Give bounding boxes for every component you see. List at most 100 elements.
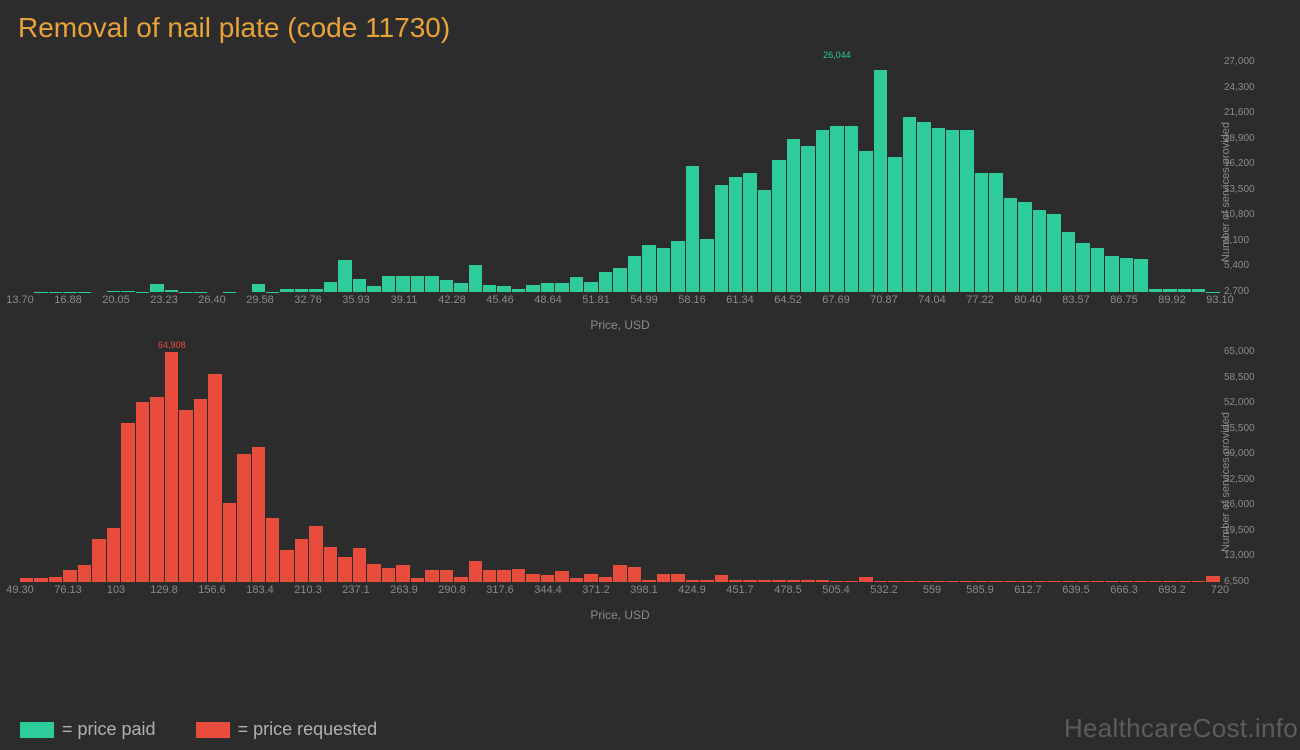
bar xyxy=(1062,232,1075,292)
bar xyxy=(903,581,916,582)
x-tick: 183.4 xyxy=(246,584,274,596)
bar xyxy=(63,570,76,582)
bar xyxy=(859,577,872,582)
bar xyxy=(555,571,568,582)
bar xyxy=(830,126,843,292)
bar xyxy=(1091,581,1104,582)
bar xyxy=(425,570,438,582)
bar xyxy=(932,128,945,292)
bar xyxy=(628,256,641,292)
bar xyxy=(845,581,858,582)
bar xyxy=(975,581,988,582)
bar xyxy=(584,574,597,582)
bar xyxy=(830,581,843,582)
bottom-y-axis-label: Number of services provided xyxy=(1220,412,1232,552)
bar xyxy=(469,265,482,292)
x-tick: 61.34 xyxy=(726,294,754,306)
top-bars xyxy=(20,62,1220,292)
bar xyxy=(121,291,134,292)
bar xyxy=(49,577,62,582)
bar xyxy=(613,268,626,292)
legend-label-requested: = price requested xyxy=(238,719,378,740)
x-tick: 129.8 xyxy=(150,584,178,596)
bar xyxy=(801,580,814,582)
legend-item-paid: = price paid xyxy=(20,719,156,740)
bar xyxy=(1163,289,1176,292)
bar xyxy=(425,276,438,292)
x-tick: 86.75 xyxy=(1110,294,1138,306)
bar xyxy=(960,130,973,292)
legend-item-requested: = price requested xyxy=(196,719,378,740)
bar xyxy=(338,557,351,582)
bar xyxy=(541,283,554,292)
x-tick: 39.11 xyxy=(391,294,418,306)
bar xyxy=(497,286,510,292)
bar xyxy=(700,580,713,582)
x-tick: 83.57 xyxy=(1062,294,1090,306)
x-tick: 210.3 xyxy=(294,584,322,596)
bar xyxy=(1033,210,1046,292)
bar xyxy=(454,577,467,582)
x-tick: 16.88 xyxy=(54,294,82,306)
bar xyxy=(512,569,525,582)
bar xyxy=(382,568,395,583)
x-tick: 585.9 xyxy=(966,584,994,596)
x-tick: 74.04 xyxy=(918,294,946,306)
bar xyxy=(367,286,380,292)
bar xyxy=(715,575,728,582)
bar xyxy=(136,402,149,582)
x-tick: 80.40 xyxy=(1014,294,1042,306)
x-tick: 290.8 xyxy=(438,584,466,596)
bar xyxy=(483,285,496,292)
bar xyxy=(584,282,597,292)
x-tick: 23.23 xyxy=(150,294,178,306)
bar xyxy=(657,574,670,582)
x-tick: 478.5 xyxy=(774,584,802,596)
bar xyxy=(1033,581,1046,582)
bar xyxy=(1178,289,1191,292)
bar xyxy=(758,190,771,292)
bar xyxy=(816,580,829,582)
bar xyxy=(440,280,453,292)
bar xyxy=(917,581,930,582)
bottom-x-ticks: 49.3076.13103129.8156.6183.4210.3237.126… xyxy=(20,584,1220,604)
bar xyxy=(1192,289,1205,292)
x-tick: 237.1 xyxy=(342,584,370,596)
x-tick: 505.4 xyxy=(822,584,850,596)
bar xyxy=(729,177,742,292)
bar xyxy=(440,570,453,582)
bar xyxy=(787,580,800,582)
x-tick: 398.1 xyxy=(630,584,658,596)
bar xyxy=(888,157,901,292)
bar xyxy=(743,173,756,292)
bar xyxy=(1018,202,1031,292)
bar xyxy=(266,518,279,582)
x-tick: 48.64 xyxy=(534,294,562,306)
bar xyxy=(107,528,120,582)
bar xyxy=(78,565,91,582)
bar xyxy=(570,578,583,582)
x-tick: 70.87 xyxy=(870,294,898,306)
bar xyxy=(179,410,192,582)
x-tick: 371.2 xyxy=(582,584,610,596)
bar xyxy=(1163,581,1176,582)
bar xyxy=(686,580,699,582)
bar xyxy=(107,291,120,292)
x-tick: 13.70 xyxy=(6,294,34,306)
bar xyxy=(801,146,814,292)
bar xyxy=(671,241,684,292)
bar xyxy=(989,173,1002,292)
x-tick: 532.2 xyxy=(870,584,898,596)
bar xyxy=(353,279,366,292)
bar xyxy=(642,580,655,582)
bottom-chart: 64,908 49.3076.13103129.8156.6183.4210.3… xyxy=(20,342,1220,622)
bar xyxy=(1192,581,1205,582)
bar xyxy=(150,397,163,582)
bar xyxy=(1105,256,1118,292)
bar xyxy=(295,539,308,582)
bottom-chart-area: 64,908 49.3076.13103129.8156.6183.4210.3… xyxy=(0,342,1300,622)
bar xyxy=(367,564,380,582)
x-tick: 54.99 xyxy=(630,294,658,306)
top-chart-area: 26,044 13.7016.8820.0523.2326.4029.5832.… xyxy=(0,52,1300,332)
bar xyxy=(526,285,539,292)
